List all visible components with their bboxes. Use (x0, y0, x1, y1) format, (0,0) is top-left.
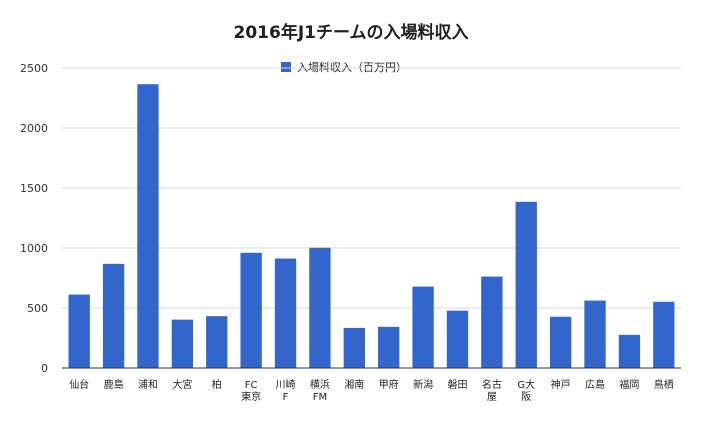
bar (274, 258, 297, 368)
x-tick-label: 鹿島 (104, 378, 124, 391)
x-tick-label: 福岡 (619, 378, 639, 391)
bar (171, 319, 194, 368)
x-tick-label: FC 東京 (241, 380, 261, 403)
bar (515, 201, 537, 368)
y-tick-label: 500 (27, 302, 48, 315)
bar (343, 327, 365, 368)
bar (446, 310, 469, 368)
x-tick-label: 仙台 (69, 378, 89, 391)
x-tick-label: G大阪 (517, 378, 535, 403)
x-tick-label: 川崎 F (276, 378, 296, 403)
x-tick-label: 甲府 (379, 378, 399, 391)
bar (549, 316, 572, 368)
x-tick-label: 名古屋 (482, 378, 502, 403)
bar (618, 334, 641, 368)
x-tick-label: 神戸 (551, 378, 571, 391)
bar (102, 263, 125, 368)
legend-swatch (281, 62, 291, 72)
chart-title: 2016年J1チームの入場料収入 (233, 23, 469, 43)
x-tick-label: 広島 (585, 378, 605, 391)
x-tick-label: 浦和 (138, 378, 158, 391)
gridlines (62, 67, 681, 309)
bar (240, 252, 262, 368)
x-tick-label: 鳥栖 (654, 378, 674, 391)
bar (68, 294, 90, 368)
x-tick-label: 磐田 (447, 378, 467, 391)
x-tick-label: 横浜 FM (310, 378, 330, 403)
y-tick-label: 0 (41, 362, 48, 375)
bar (206, 316, 228, 368)
y-tick-label: 1500 (20, 182, 48, 195)
x-tick-label: 大宮 (172, 378, 192, 391)
x-tick-label: 湘南 (344, 378, 364, 391)
x-tick-label: 柏 (212, 378, 222, 391)
bars (68, 84, 675, 368)
bar (309, 247, 331, 368)
y-tick-label: 1000 (20, 242, 48, 255)
y-tick-label: 2000 (20, 122, 48, 135)
bar (378, 326, 400, 368)
x-tick-label: 新潟 (413, 378, 433, 391)
bar (481, 276, 503, 368)
bar (412, 286, 434, 368)
bar (653, 301, 675, 368)
bar (137, 84, 159, 368)
y-tick-label: 2500 (20, 62, 48, 75)
y-axis-ticks: 0 500 1000 1500 2000 2500 (20, 62, 48, 375)
bar (584, 300, 606, 368)
